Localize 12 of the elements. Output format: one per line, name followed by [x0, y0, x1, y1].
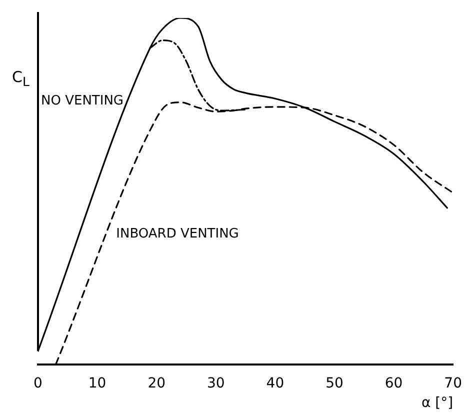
x-tick-label: 20 — [148, 375, 166, 392]
y-axis-title: C$_{L}$ — [12, 68, 30, 89]
x-tick-label: 50 — [326, 375, 344, 392]
x-axis-title: α [°] — [421, 395, 454, 412]
x-tick-label: 30 — [206, 375, 225, 392]
x-tick-label: 10 — [88, 375, 106, 392]
series-label: INBOARD VENTING — [116, 226, 239, 242]
series-label: NO VENTING — [41, 93, 124, 108]
x-tick-label: 60 — [384, 375, 403, 392]
x-tick-label: 70 — [444, 375, 462, 392]
x-tick-label: 40 — [266, 375, 284, 392]
x-tick-label: 0 — [34, 375, 42, 392]
